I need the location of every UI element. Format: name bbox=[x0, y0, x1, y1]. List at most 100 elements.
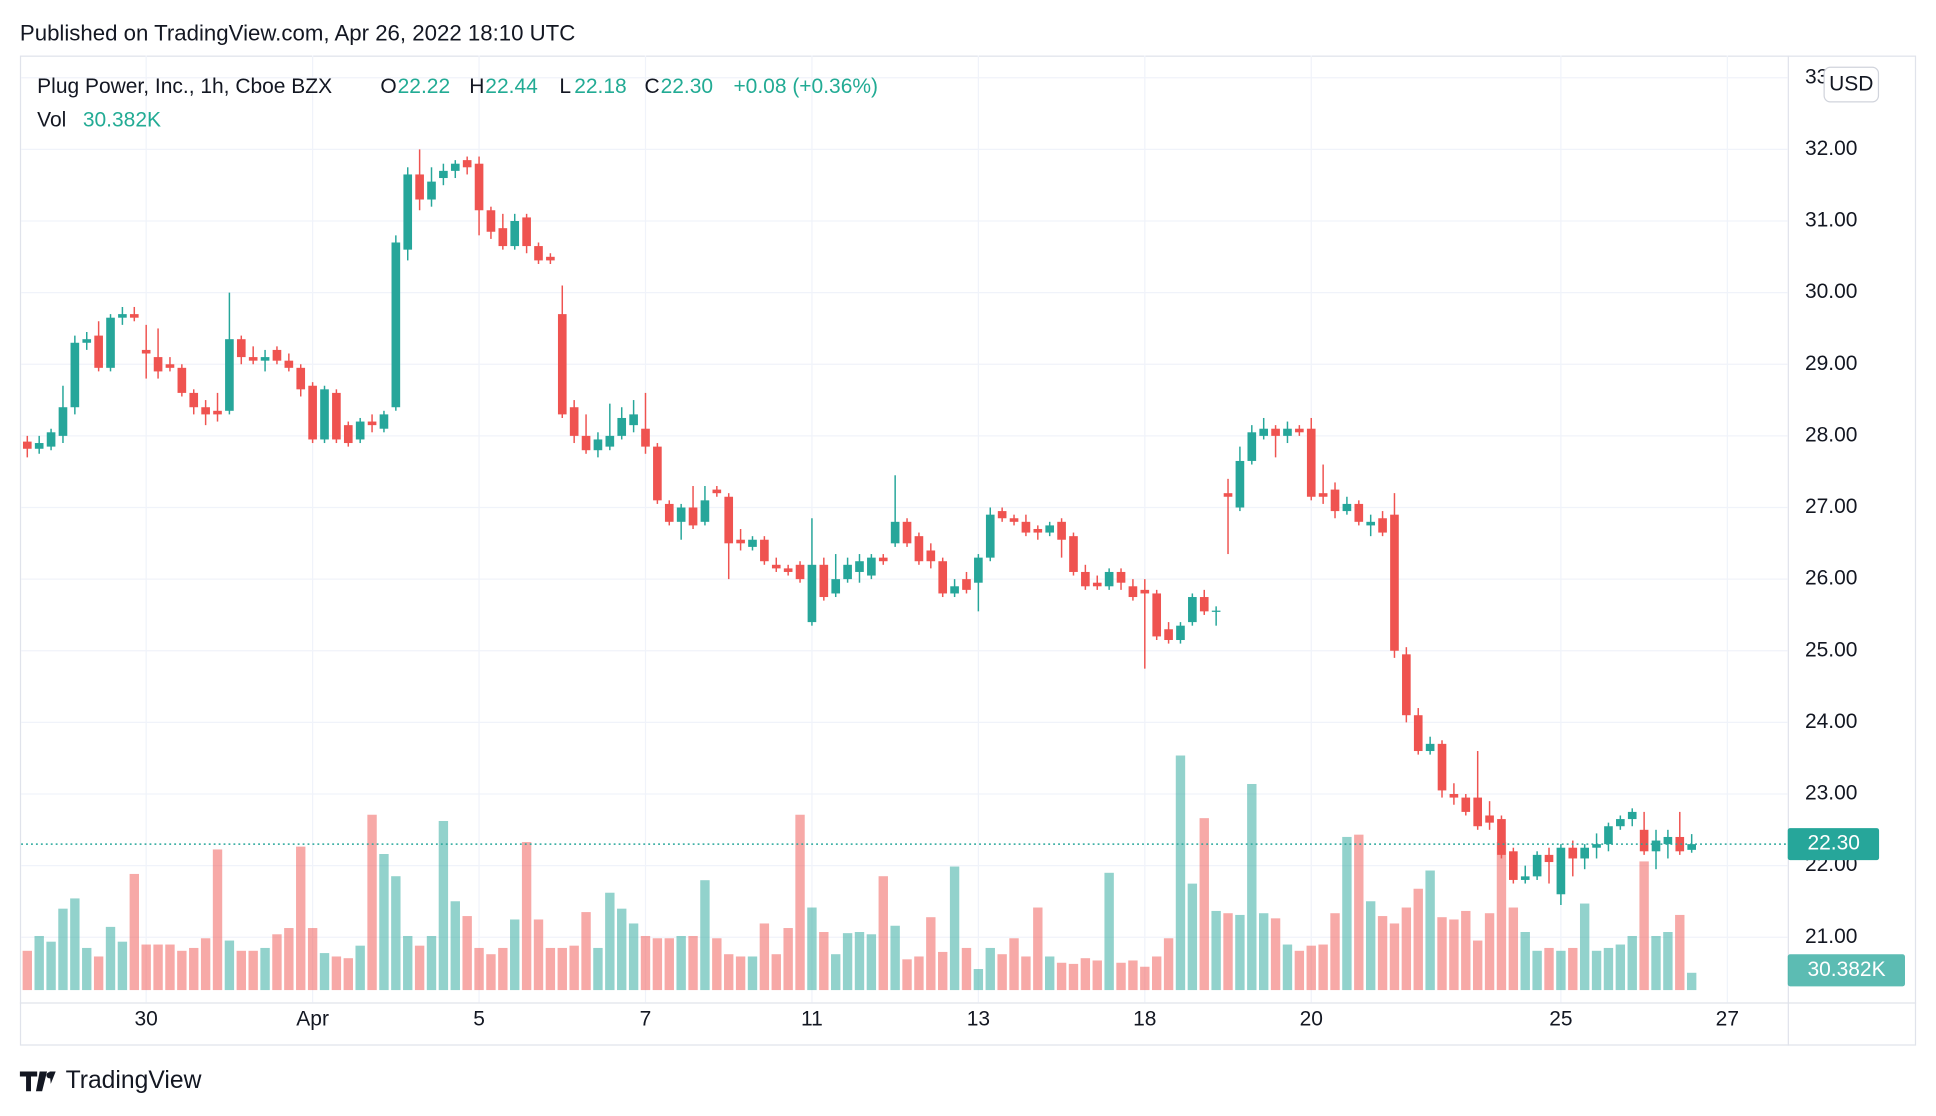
volume-bar bbox=[1318, 944, 1328, 991]
volume-bar bbox=[617, 908, 627, 991]
volume-bar bbox=[1663, 932, 1673, 991]
volume-bar bbox=[1128, 960, 1138, 991]
candle-body bbox=[760, 539, 769, 562]
candle-body bbox=[510, 221, 520, 247]
candle-body bbox=[593, 439, 603, 451]
candle-body bbox=[82, 339, 92, 343]
volume-bar bbox=[1686, 972, 1697, 991]
candle-body bbox=[439, 170, 448, 179]
candle-body bbox=[664, 503, 674, 522]
candle-body bbox=[58, 407, 68, 436]
low-value: 22.18 bbox=[574, 75, 626, 98]
candle-body bbox=[736, 539, 745, 544]
candle-body bbox=[141, 349, 151, 354]
candle-body bbox=[1128, 586, 1138, 598]
volume-bar bbox=[1365, 901, 1376, 991]
candle-body bbox=[403, 174, 413, 250]
volume-bar bbox=[450, 901, 460, 991]
volume-bar bbox=[1009, 938, 1019, 991]
volume-bar bbox=[212, 849, 223, 991]
candle-body bbox=[1402, 654, 1411, 716]
candle-body bbox=[260, 357, 270, 361]
volume-bar bbox=[1116, 962, 1126, 991]
candle-body bbox=[1485, 815, 1494, 823]
y-tick-label: 27.00 bbox=[1805, 495, 1857, 518]
candle-body bbox=[1176, 625, 1185, 641]
candle-body bbox=[332, 392, 341, 440]
y-tick-label: 25.00 bbox=[1805, 638, 1857, 661]
volume-bar bbox=[926, 917, 936, 991]
high-value: 22.44 bbox=[485, 75, 538, 98]
candle-body bbox=[462, 160, 472, 168]
volume-bar bbox=[1354, 834, 1364, 991]
volume-bar bbox=[1484, 913, 1495, 991]
candle-body bbox=[1259, 428, 1269, 436]
volume-bar bbox=[985, 947, 995, 991]
candle-body bbox=[308, 385, 317, 440]
candle-body bbox=[1532, 854, 1542, 877]
candle-body bbox=[569, 407, 579, 436]
volume-bar bbox=[1556, 950, 1566, 991]
candle-body bbox=[450, 163, 460, 171]
volume-bar bbox=[533, 919, 544, 991]
volume-bar bbox=[569, 945, 579, 991]
volume-bar bbox=[462, 916, 472, 991]
volume-bar bbox=[1437, 917, 1447, 991]
candle-body bbox=[676, 507, 686, 522]
volume-bar bbox=[403, 935, 413, 991]
candle-body bbox=[546, 256, 555, 261]
volume-bar bbox=[1449, 919, 1459, 991]
x-tick-label: Apr bbox=[296, 1007, 329, 1030]
volume-bar bbox=[1152, 956, 1162, 991]
candle-body bbox=[1627, 811, 1637, 820]
volume-bar bbox=[700, 880, 710, 991]
candle-body bbox=[522, 217, 531, 247]
volume-bar bbox=[1627, 935, 1637, 991]
candle-body bbox=[34, 443, 44, 449]
volume-bar bbox=[593, 947, 603, 991]
candle-body bbox=[189, 392, 199, 408]
volume-bar bbox=[58, 908, 68, 991]
candle-body bbox=[1199, 597, 1209, 612]
candle-body bbox=[1473, 797, 1483, 827]
currency-label: USD bbox=[1829, 73, 1873, 96]
volume-bar bbox=[914, 956, 924, 991]
volume-bar bbox=[1461, 910, 1471, 991]
candle-body bbox=[1247, 432, 1257, 461]
candle-body bbox=[1509, 851, 1518, 880]
volume-bar bbox=[153, 944, 163, 991]
volume-bar bbox=[1140, 966, 1150, 991]
candle-body bbox=[213, 410, 222, 415]
x-tick-label: 18 bbox=[1133, 1007, 1156, 1030]
candle-body bbox=[534, 246, 543, 261]
symbol: Plug Power, Inc., 1h, Cboe BZX bbox=[37, 75, 332, 98]
candle-body bbox=[1651, 840, 1661, 852]
close-value: 22.30 bbox=[661, 75, 713, 98]
volume-bar bbox=[200, 938, 211, 991]
candle-body bbox=[1223, 493, 1233, 497]
volume-bar bbox=[735, 956, 746, 991]
volume-bar bbox=[284, 928, 294, 991]
volume-bar bbox=[343, 958, 353, 991]
volume-bar bbox=[1306, 945, 1316, 991]
volume-bar bbox=[938, 951, 948, 991]
volume-bar bbox=[1175, 755, 1186, 991]
volume-bar bbox=[46, 941, 56, 991]
volume-bar bbox=[1330, 913, 1340, 991]
logo-mark bbox=[19, 1071, 56, 1092]
overlay: 21.0022.0023.0024.0025.0026.0027.0028.00… bbox=[21, 65, 1905, 1030]
candle-layer bbox=[22, 149, 1696, 906]
volume-bar bbox=[82, 947, 92, 991]
candle-body bbox=[498, 228, 508, 247]
volume-bar bbox=[771, 954, 781, 991]
volume-bar bbox=[510, 919, 520, 991]
candle-body bbox=[486, 210, 496, 232]
volume-bar bbox=[819, 932, 829, 991]
candle-body bbox=[1639, 829, 1649, 852]
y-tick-label: 23.00 bbox=[1805, 782, 1857, 805]
x-tick-label: 20 bbox=[1300, 1007, 1323, 1030]
volume-badge bbox=[1787, 954, 1905, 987]
candle-body bbox=[1271, 428, 1280, 436]
volume-bar bbox=[141, 944, 151, 991]
candle-body bbox=[1342, 503, 1352, 512]
